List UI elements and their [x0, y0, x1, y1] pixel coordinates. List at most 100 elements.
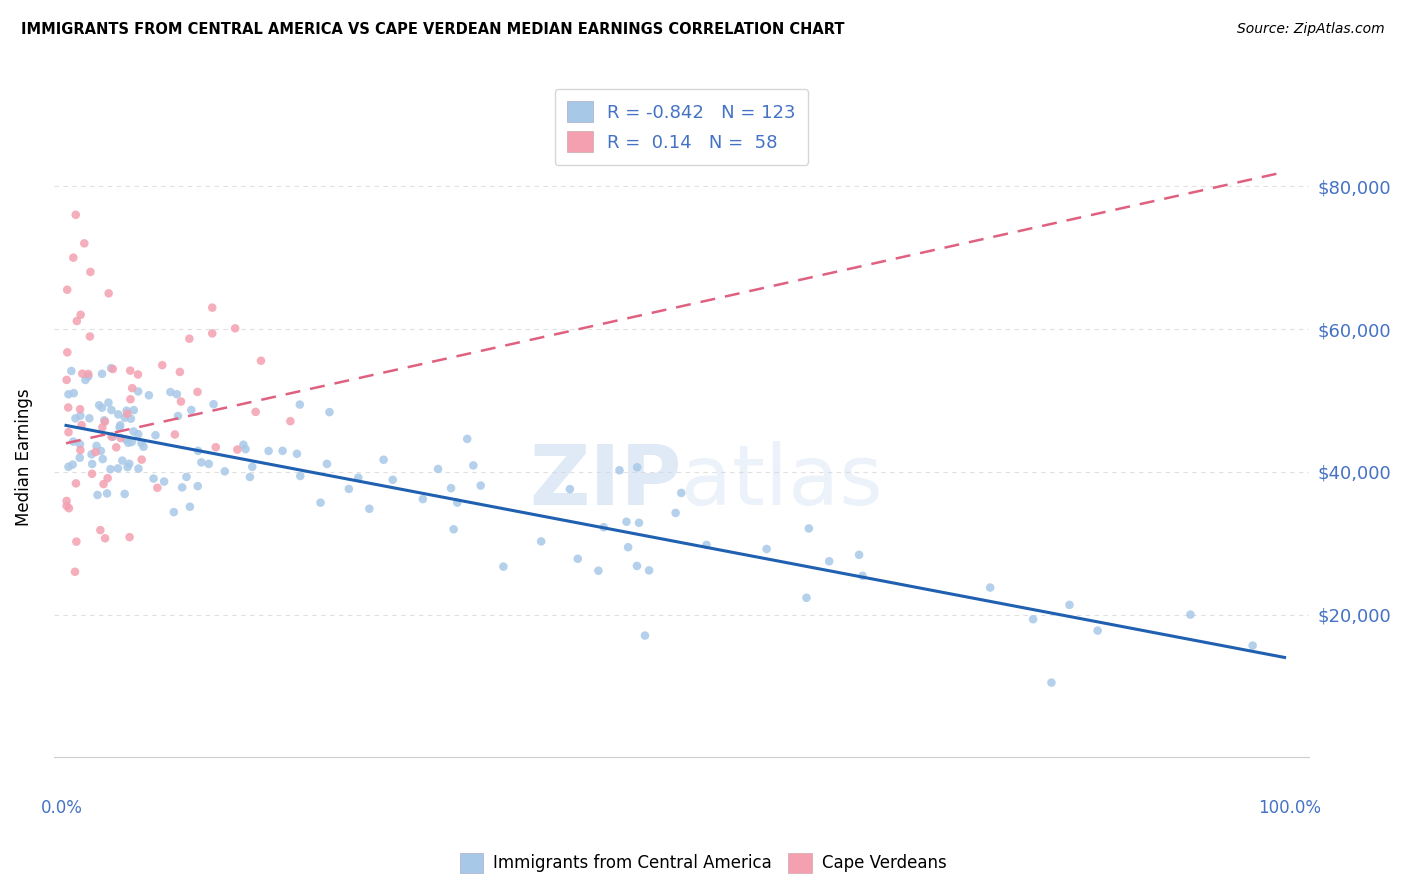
Point — [412, 492, 434, 507]
Point — [224, 321, 246, 335]
Text: IMMIGRANTS FROM CENTRAL AMERICA VS CAPE VERDEAN MEDIAN EARNINGS CORRELATION CHAR: IMMIGRANTS FROM CENTRAL AMERICA VS CAPE … — [21, 22, 845, 37]
Point — [131, 452, 153, 467]
Point — [235, 442, 257, 457]
Point — [89, 398, 111, 412]
Point — [558, 482, 581, 496]
Point — [120, 363, 142, 377]
Point — [120, 411, 142, 425]
Point — [180, 403, 202, 417]
Legend: R = -0.842   N = 123, R =  0.14   N =  58: R = -0.842 N = 123, R = 0.14 N = 58 — [554, 89, 808, 165]
Point — [671, 486, 693, 500]
Point — [115, 433, 138, 447]
Point — [381, 473, 404, 487]
Text: 0.0%: 0.0% — [41, 799, 83, 817]
Point — [69, 402, 91, 417]
Point — [55, 373, 77, 387]
Text: Source: ZipAtlas.com: Source: ZipAtlas.com — [1237, 22, 1385, 37]
Point — [80, 467, 103, 481]
Point — [62, 251, 84, 265]
Point — [848, 548, 870, 562]
Point — [592, 520, 614, 534]
Point — [56, 283, 79, 297]
Point — [132, 440, 155, 454]
Point — [127, 384, 149, 399]
Point — [108, 420, 131, 434]
Point — [114, 410, 136, 425]
Point — [79, 265, 101, 279]
Text: 100.0%: 100.0% — [1258, 799, 1322, 817]
Point — [122, 403, 145, 417]
Point — [127, 461, 149, 475]
Point — [470, 478, 492, 492]
Point — [94, 531, 117, 545]
Point — [58, 387, 80, 401]
Point — [63, 565, 86, 579]
Point — [316, 457, 339, 471]
Point — [108, 418, 131, 433]
Point — [492, 559, 515, 574]
Point — [56, 345, 79, 359]
Point — [127, 427, 149, 442]
Point — [609, 463, 631, 477]
Point — [79, 411, 101, 425]
Point — [65, 411, 87, 425]
Point — [93, 413, 115, 427]
Point — [1087, 624, 1109, 638]
Point — [122, 425, 145, 439]
Point — [58, 501, 80, 516]
Point — [55, 494, 77, 508]
Point — [121, 381, 143, 395]
Point — [69, 437, 91, 451]
Point — [97, 286, 120, 301]
Point — [187, 479, 209, 493]
Point — [170, 394, 193, 409]
Point — [153, 475, 176, 489]
Point — [117, 435, 139, 450]
Point — [58, 459, 80, 474]
Point — [97, 471, 120, 485]
Point — [337, 482, 360, 496]
Point — [101, 430, 124, 444]
Point — [94, 415, 117, 429]
Point — [110, 431, 132, 445]
Point — [202, 397, 225, 411]
Point — [69, 308, 91, 322]
Point — [69, 409, 91, 423]
Point — [626, 460, 648, 475]
Point — [627, 516, 650, 530]
Point — [107, 461, 129, 475]
Point — [62, 386, 84, 401]
Point — [77, 367, 100, 381]
Point — [176, 470, 198, 484]
Point — [347, 470, 370, 484]
Point — [232, 438, 254, 452]
Point — [73, 236, 96, 251]
Point — [239, 470, 262, 484]
Point — [75, 373, 97, 387]
Point — [163, 427, 186, 442]
Point — [1040, 675, 1063, 690]
Point — [288, 398, 311, 412]
Point — [979, 581, 1001, 595]
Point — [60, 364, 83, 378]
Point — [91, 367, 114, 381]
Point — [318, 405, 340, 419]
Point — [138, 388, 160, 402]
Point — [117, 407, 139, 421]
Point — [121, 435, 143, 450]
Point — [111, 453, 134, 467]
Point — [105, 440, 128, 454]
Point — [250, 353, 273, 368]
Point — [463, 458, 485, 473]
Point — [66, 314, 89, 328]
Point — [271, 443, 294, 458]
Point — [65, 476, 87, 491]
Point — [131, 436, 153, 450]
Point — [373, 452, 395, 467]
Point — [65, 208, 87, 222]
Point — [69, 443, 91, 458]
Point — [101, 362, 124, 376]
Point — [179, 500, 201, 514]
Legend: Immigrants from Central America, Cape Verdeans: Immigrants from Central America, Cape Ve… — [453, 847, 953, 880]
Point — [616, 515, 638, 529]
